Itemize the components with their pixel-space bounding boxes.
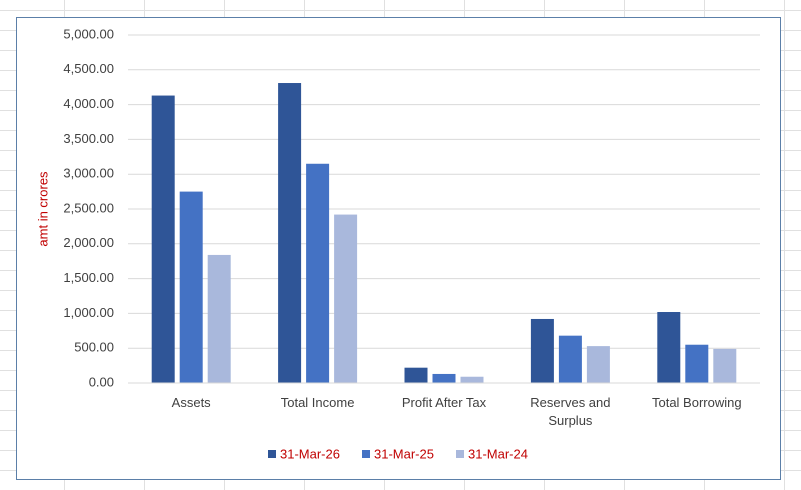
x-tick-label-box: Reserves and Surplus bbox=[530, 395, 611, 428]
y-tick-label: 3,500.00 bbox=[63, 131, 114, 146]
legend-label: 31-Mar-24 bbox=[468, 446, 528, 461]
x-tick-label: Total Borrowing bbox=[651, 395, 742, 410]
x-tick-label: Total Income bbox=[280, 395, 355, 410]
chart-frame bbox=[16, 17, 781, 480]
bar bbox=[306, 163, 330, 383]
bar bbox=[207, 254, 231, 383]
bar bbox=[685, 344, 709, 383]
x-tick-label-box: Total Income bbox=[280, 395, 355, 410]
y-tick-label: 2,500.00 bbox=[63, 200, 114, 215]
y-tick-label: 1,500.00 bbox=[63, 270, 114, 285]
legend-swatch bbox=[362, 450, 370, 458]
bar bbox=[657, 312, 681, 383]
x-tick-label-box: Profit After Tax bbox=[401, 395, 487, 410]
y-tick-label: 3,000.00 bbox=[63, 166, 114, 181]
bar bbox=[530, 318, 554, 383]
y-tick-label: 2,000.00 bbox=[63, 235, 114, 250]
bar bbox=[334, 214, 358, 383]
bar bbox=[151, 95, 175, 383]
y-tick-label: 4,500.00 bbox=[63, 61, 114, 76]
x-tick-label-box: Total Borrowing bbox=[651, 395, 742, 410]
x-tick-label: Assets bbox=[171, 395, 211, 410]
y-tick-label: 4,000.00 bbox=[63, 96, 114, 111]
y-tick-label: 500.00 bbox=[74, 340, 114, 355]
bar bbox=[179, 191, 203, 383]
bar bbox=[558, 335, 582, 383]
legend-label: 31-Mar-26 bbox=[280, 446, 340, 461]
x-tick-label: Reserves and Surplus bbox=[530, 395, 611, 428]
bar bbox=[278, 83, 302, 384]
bar bbox=[432, 373, 456, 383]
x-tick-label: Profit After Tax bbox=[401, 395, 487, 410]
bar bbox=[713, 348, 737, 383]
legend-swatch bbox=[456, 450, 464, 458]
bar bbox=[586, 346, 610, 383]
legend-swatch bbox=[268, 450, 276, 458]
y-tick-label: 5,000.00 bbox=[63, 26, 114, 41]
bar bbox=[460, 376, 484, 383]
y-axis-label: amt in crores bbox=[35, 171, 50, 247]
x-tick-label-box: Assets bbox=[171, 395, 211, 410]
bar bbox=[404, 367, 428, 383]
y-tick-label: 0.00 bbox=[89, 374, 114, 389]
y-tick-label: 1,000.00 bbox=[63, 305, 114, 320]
legend-label: 31-Mar-25 bbox=[374, 446, 434, 461]
